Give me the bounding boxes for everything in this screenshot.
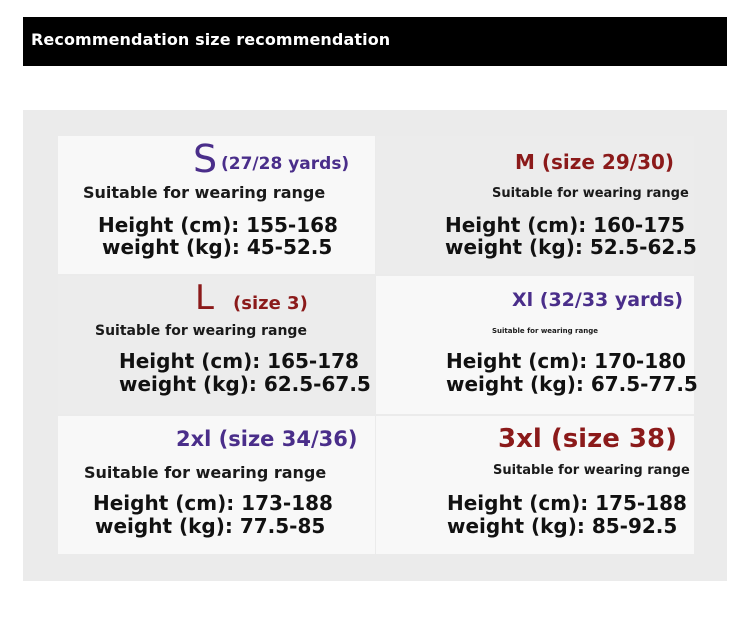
wearing-range-label: Suitable for wearing range: [84, 463, 327, 482]
height-range: Height (cm): 160-175: [445, 213, 685, 237]
size-cell-3xl: 3xl (size 38) Suitable for wearing range…: [376, 416, 694, 554]
size-label: (27/28 yards): [221, 154, 350, 174]
size-label: 2xl (size 34/36): [176, 427, 358, 451]
weight-range: weight (kg): 45-52.5: [102, 235, 333, 259]
size-label: M (size 29/30): [515, 150, 675, 174]
wearing-range-label: Suitable for wearing range: [492, 327, 598, 335]
header-bar: Recommendation size recommendation: [23, 17, 727, 66]
size-letter: L: [195, 278, 214, 318]
wearing-range-label: Suitable for wearing range: [492, 186, 689, 201]
weight-range: weight (kg): 77.5-85: [95, 514, 326, 538]
size-cell-2xl: 2xl (size 34/36) Suitable for wearing ra…: [58, 416, 375, 554]
size-grid: S (27/28 yards) Suitable for wearing ran…: [58, 136, 698, 554]
wearing-range-label: Suitable for wearing range: [83, 183, 326, 202]
size-cell-l: L (size 3) Suitable for wearing range He…: [58, 276, 375, 414]
weight-range: weight (kg): 67.5-77.5: [446, 372, 698, 396]
wearing-range-label: Suitable for wearing range: [95, 323, 307, 339]
weight-range: weight (kg): 52.5-62.5: [445, 235, 697, 259]
size-label: Xl (32/33 yards): [512, 289, 684, 311]
size-label: (size 3): [233, 293, 308, 314]
wearing-range-label: Suitable for wearing range: [493, 463, 690, 478]
size-cell-m: M (size 29/30) Suitable for wearing rang…: [376, 136, 697, 274]
height-range: Height (cm): 165-178: [119, 349, 359, 373]
height-range: Height (cm): 173-188: [93, 491, 333, 515]
size-cell-xl: Xl (32/33 yards) Suitable for wearing ra…: [376, 276, 698, 414]
height-range: Height (cm): 155-168: [98, 213, 338, 237]
height-range: Height (cm): 170-180: [446, 349, 686, 373]
size-label: 3xl (size 38): [498, 424, 677, 454]
size-cell-s: S (27/28 yards) Suitable for wearing ran…: [58, 136, 375, 274]
page-title: Recommendation size recommendation: [31, 30, 391, 49]
weight-range: weight (kg): 85-92.5: [447, 514, 678, 538]
size-letter: S: [193, 137, 218, 181]
height-range: Height (cm): 175-188: [447, 491, 687, 515]
weight-range: weight (kg): 62.5-67.5: [119, 372, 371, 396]
